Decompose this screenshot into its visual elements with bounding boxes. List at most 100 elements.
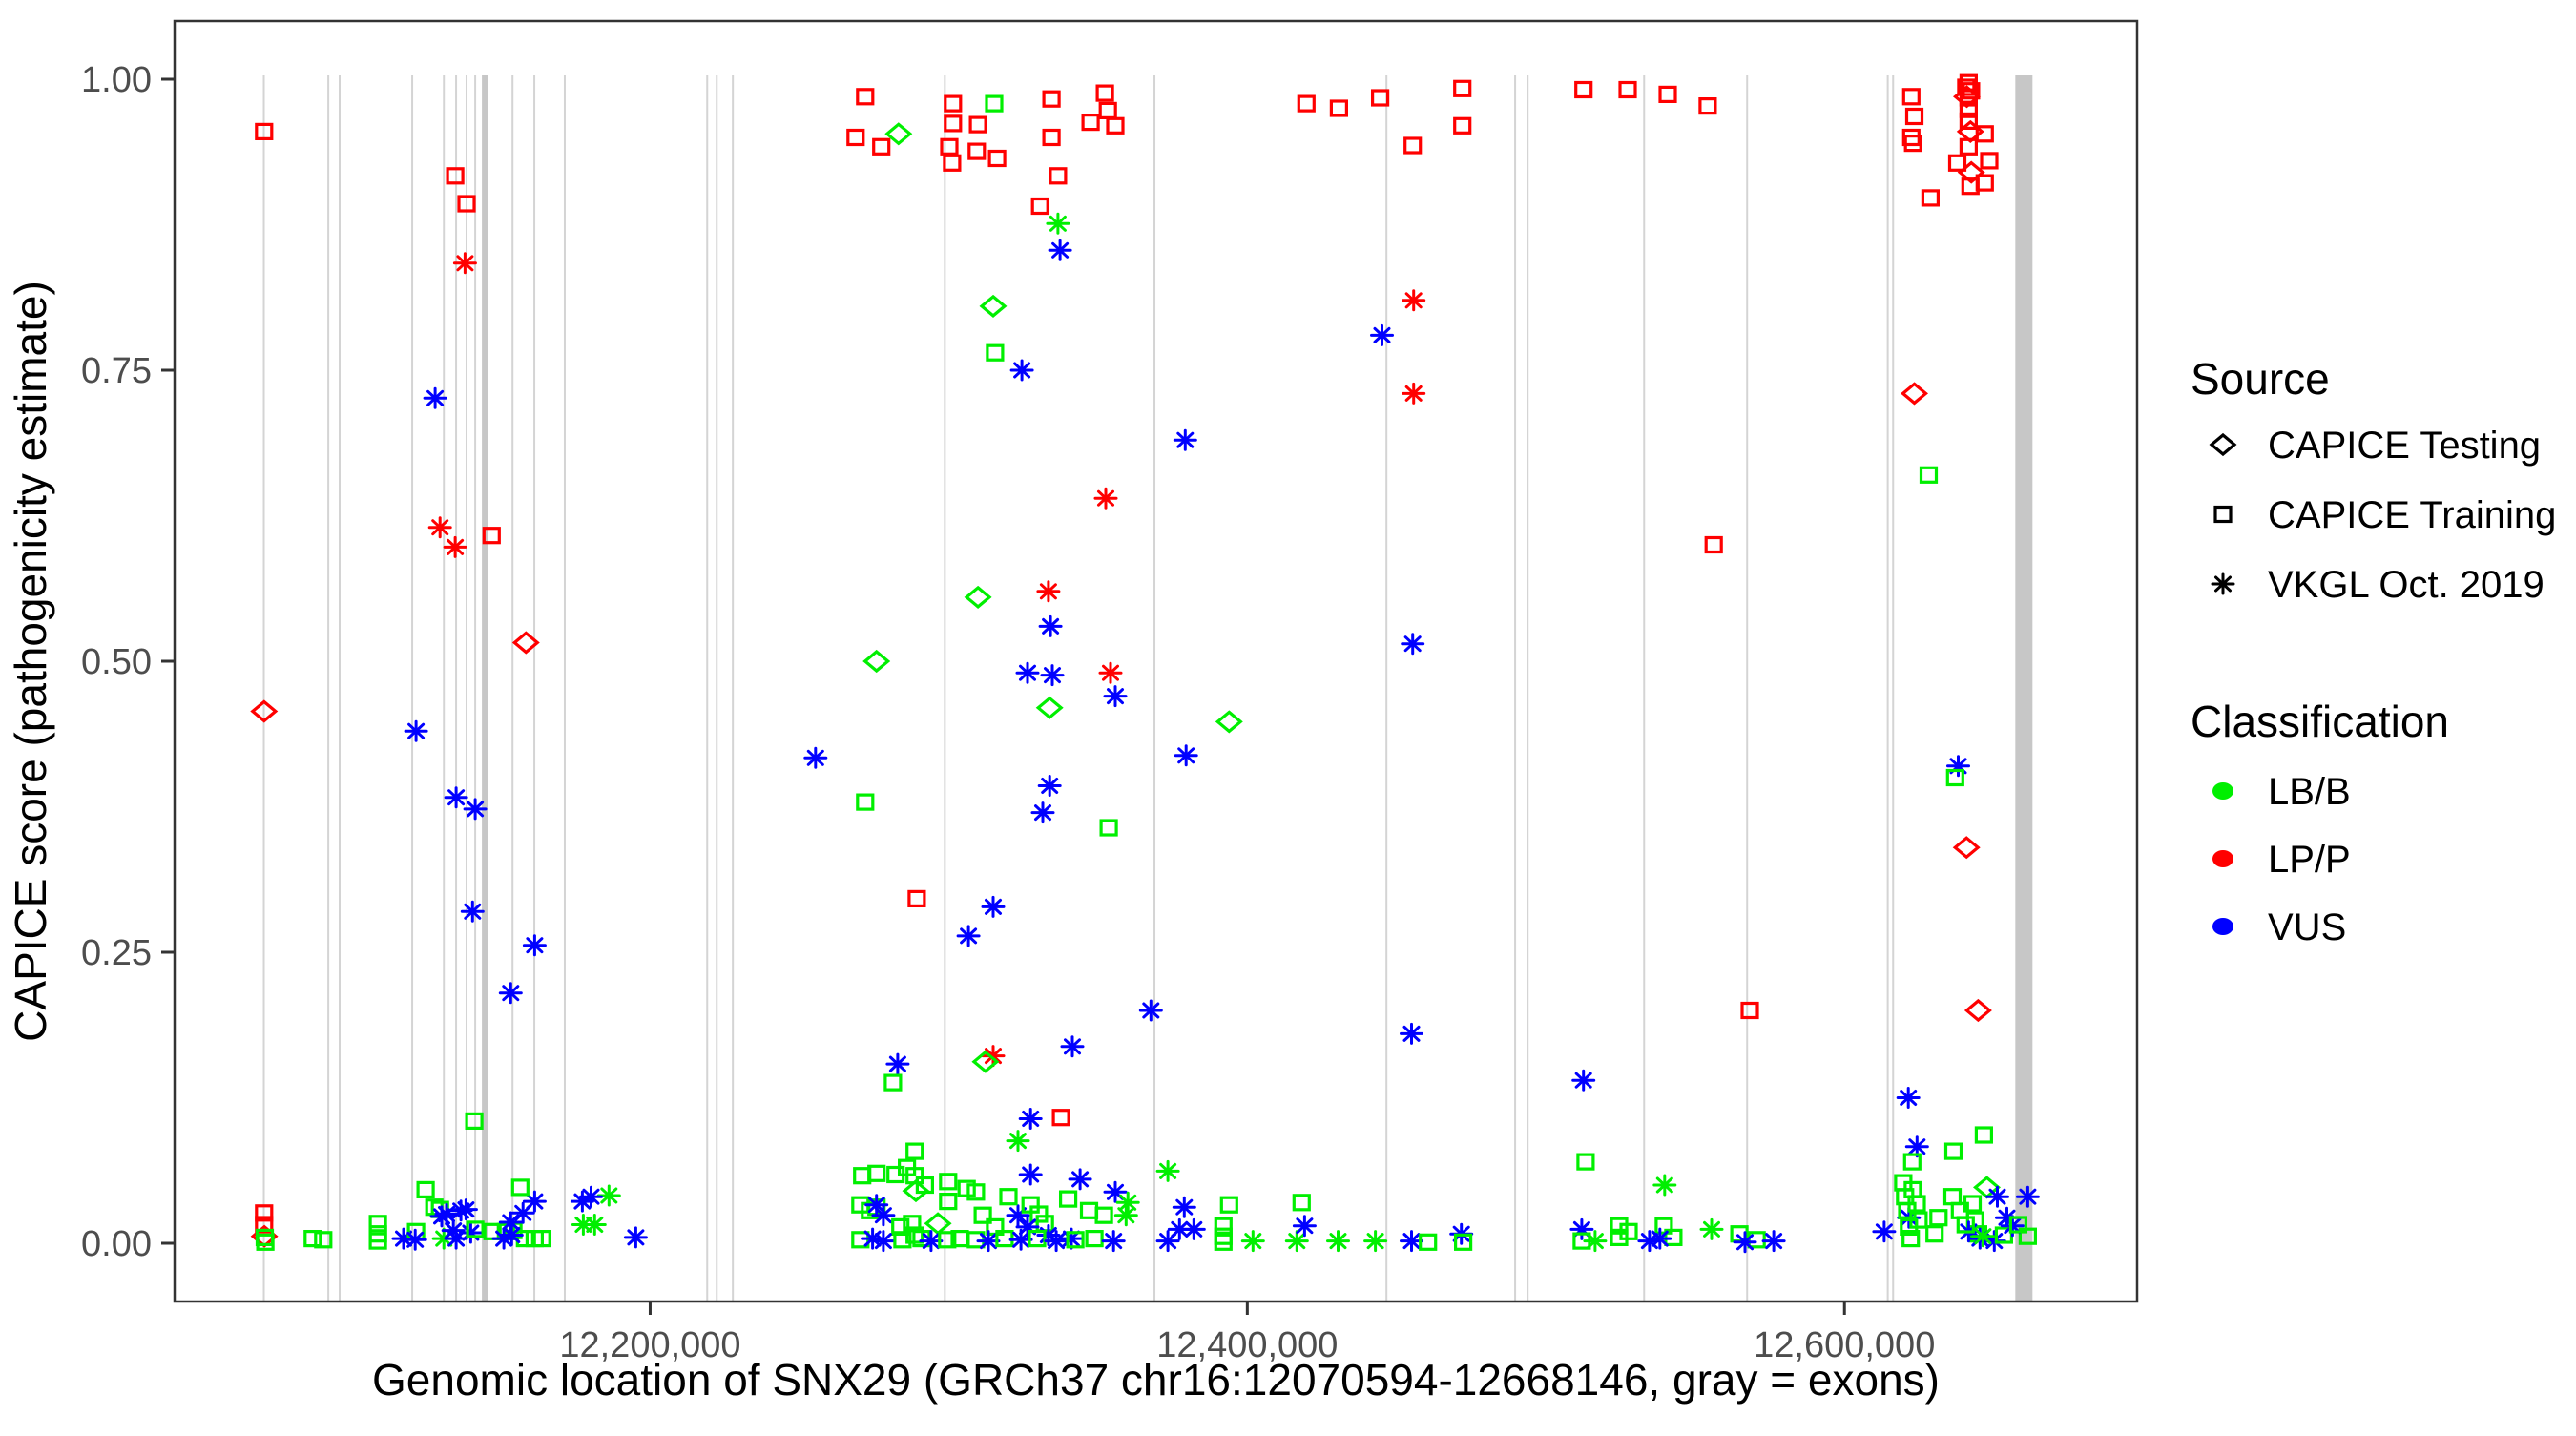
asterisk-arm: [1875, 1223, 1893, 1240]
asterisk-arm: [1105, 1233, 1123, 1250]
data-point: [1453, 1233, 1473, 1251]
square-marker: [457, 195, 476, 213]
asterisk-arm: [1404, 292, 1423, 309]
square-marker: [986, 343, 1005, 362]
data-point: [463, 798, 488, 821]
data-points: [250, 73, 2040, 1254]
square-marker: [905, 1142, 924, 1160]
y-tick-label: 0.00: [81, 1224, 152, 1264]
data-point: [303, 1229, 322, 1248]
square-marker: [1945, 768, 1964, 787]
data-point: [1029, 1205, 1049, 1223]
data-point: [907, 889, 926, 908]
asterisk-arm: [627, 1229, 645, 1246]
square-marker: [2008, 1216, 2027, 1234]
data-point: [1907, 1195, 1926, 1213]
data-point: [1370, 89, 1390, 107]
asterisk-arm: [1404, 385, 1423, 402]
exon-band: [944, 75, 946, 1301]
square-marker: [1907, 1195, 1926, 1213]
data-point: [956, 925, 981, 947]
data-point: [1956, 1216, 1975, 1234]
data-point: [255, 122, 274, 140]
diamond-marker: [862, 649, 891, 674]
asterisk-arm: [1051, 241, 1070, 259]
x-tick-label: 12,200,000: [559, 1325, 740, 1365]
data-point: [1699, 1217, 1724, 1240]
square-marker: [915, 1176, 935, 1195]
data-point: [944, 94, 963, 113]
asterisk-arm: [1373, 326, 1391, 343]
diamond-marker: [1963, 998, 1992, 1023]
data-point: [1902, 1153, 1922, 1171]
asterisk-arm: [1900, 1090, 1918, 1106]
data-point: [864, 1194, 889, 1217]
data-point: [1370, 323, 1394, 346]
square-marker: [1925, 1225, 1944, 1243]
x-axis: 12,200,000 12,400,000 12,600,000: [559, 1301, 1935, 1365]
square-marker: [943, 154, 962, 172]
asterisk-arm: [1019, 664, 1036, 681]
asterisk-arm: [888, 1055, 906, 1072]
square-marker: [466, 1220, 485, 1238]
data-point: [856, 793, 875, 811]
asterisk-arm: [1049, 215, 1067, 232]
data-point: [511, 631, 540, 655]
y-tick-label: 0.75: [81, 351, 152, 391]
data-point: [1453, 79, 1472, 97]
square-marker: [1453, 1233, 1473, 1251]
data-point: [1030, 197, 1049, 216]
asterisk-arm: [1012, 1231, 1030, 1248]
exon-band: [1886, 75, 1889, 1301]
data-point: [803, 746, 828, 769]
exon-band: [511, 75, 514, 1301]
exon-band: [262, 75, 265, 1301]
square-marker: [966, 1183, 986, 1201]
data-point: [1571, 1069, 1596, 1092]
square-marker: [1214, 1233, 1233, 1251]
square-marker: [1975, 125, 1994, 143]
data-point: [1698, 96, 1717, 115]
data-point: [1909, 1211, 1928, 1229]
data-point: [1903, 135, 1922, 153]
diamond-marker: [250, 699, 279, 723]
square-marker: [1329, 99, 1349, 117]
data-point: [1704, 535, 1723, 554]
data-point: [871, 1230, 896, 1253]
legend-item-label: LP/P: [2268, 839, 2351, 881]
asterisk-arm: [582, 1188, 600, 1205]
square-marker: [1574, 80, 1593, 99]
data-point: [1042, 90, 1061, 108]
diamond-marker: [964, 585, 992, 609]
square-marker: [1959, 89, 1978, 107]
asterisk-arm: [526, 937, 544, 954]
exon-band: [482, 75, 488, 1301]
asterisk-arm: [1071, 1171, 1090, 1188]
asterisk-arm: [874, 1207, 892, 1224]
legend-source: Source CAPICE Testing CAPICE Training VKGL…: [2191, 354, 2556, 606]
data-point: [1945, 768, 1964, 787]
data-point: [1946, 755, 1970, 778]
square-marker: [1051, 1109, 1070, 1127]
square-marker: [1370, 89, 1390, 107]
asterisk-arm: [2004, 1217, 2022, 1235]
data-point: [979, 294, 1008, 318]
asterisk-arm: [1988, 1188, 2006, 1205]
asterisk-arm: [1175, 1198, 1194, 1216]
square-marker: [1740, 1001, 1759, 1020]
y-tick-label: 0.50: [81, 642, 152, 682]
square-marker: [368, 1215, 387, 1233]
square-marker: [1956, 1216, 1975, 1234]
square-marker: [1959, 137, 1978, 156]
diamond-marker: [902, 1179, 930, 1203]
exon-band: [411, 75, 414, 1301]
exon-band: [455, 75, 458, 1301]
exon-band: [443, 75, 446, 1301]
data-point: [1284, 1230, 1309, 1253]
data-point: [623, 1226, 648, 1249]
asterisk-arm: [431, 519, 449, 536]
square-marker: [872, 137, 891, 156]
data-point: [510, 1178, 530, 1197]
data-point: [885, 1052, 910, 1075]
data-point: [871, 1204, 896, 1227]
